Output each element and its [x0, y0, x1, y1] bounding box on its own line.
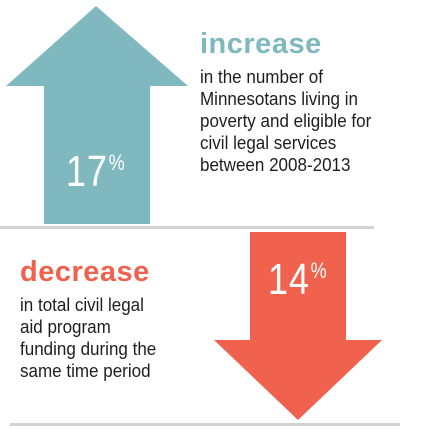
decrease-headline: decrease: [20, 256, 150, 288]
increase-desc-line: in the number of: [200, 66, 324, 87]
increase-headline: increase: [200, 28, 322, 60]
decrease-percent: 14%: [268, 258, 327, 302]
divider-top: [0, 226, 374, 229]
increase-description: in the number of Minnesotans living in p…: [200, 66, 371, 176]
decrease-desc-line: in total civil legal: [20, 294, 144, 315]
decrease-desc-line: same time period: [20, 360, 151, 381]
decrease-unit: %: [310, 258, 328, 283]
increase-desc-line: civil legal services: [200, 132, 337, 153]
decrease-value: 14: [268, 255, 310, 304]
decrease-desc-line: funding during the: [20, 338, 157, 359]
divider-bottom: [10, 423, 400, 426]
decrease-desc-line: aid program: [20, 316, 111, 337]
increase-percent: 17%: [66, 150, 125, 194]
increase-desc-line: between 2008-2013: [200, 154, 351, 175]
increase-unit: %: [108, 150, 126, 175]
up-arrow-shape: [6, 6, 188, 224]
down-arrow-shape: [214, 232, 382, 420]
increase-desc-line: Minnesotans living in: [200, 88, 358, 109]
increase-desc-line: poverty and eligible for: [200, 110, 372, 131]
decrease-description: in total civil legal aid program funding…: [20, 294, 156, 382]
increase-value: 17: [66, 147, 108, 196]
